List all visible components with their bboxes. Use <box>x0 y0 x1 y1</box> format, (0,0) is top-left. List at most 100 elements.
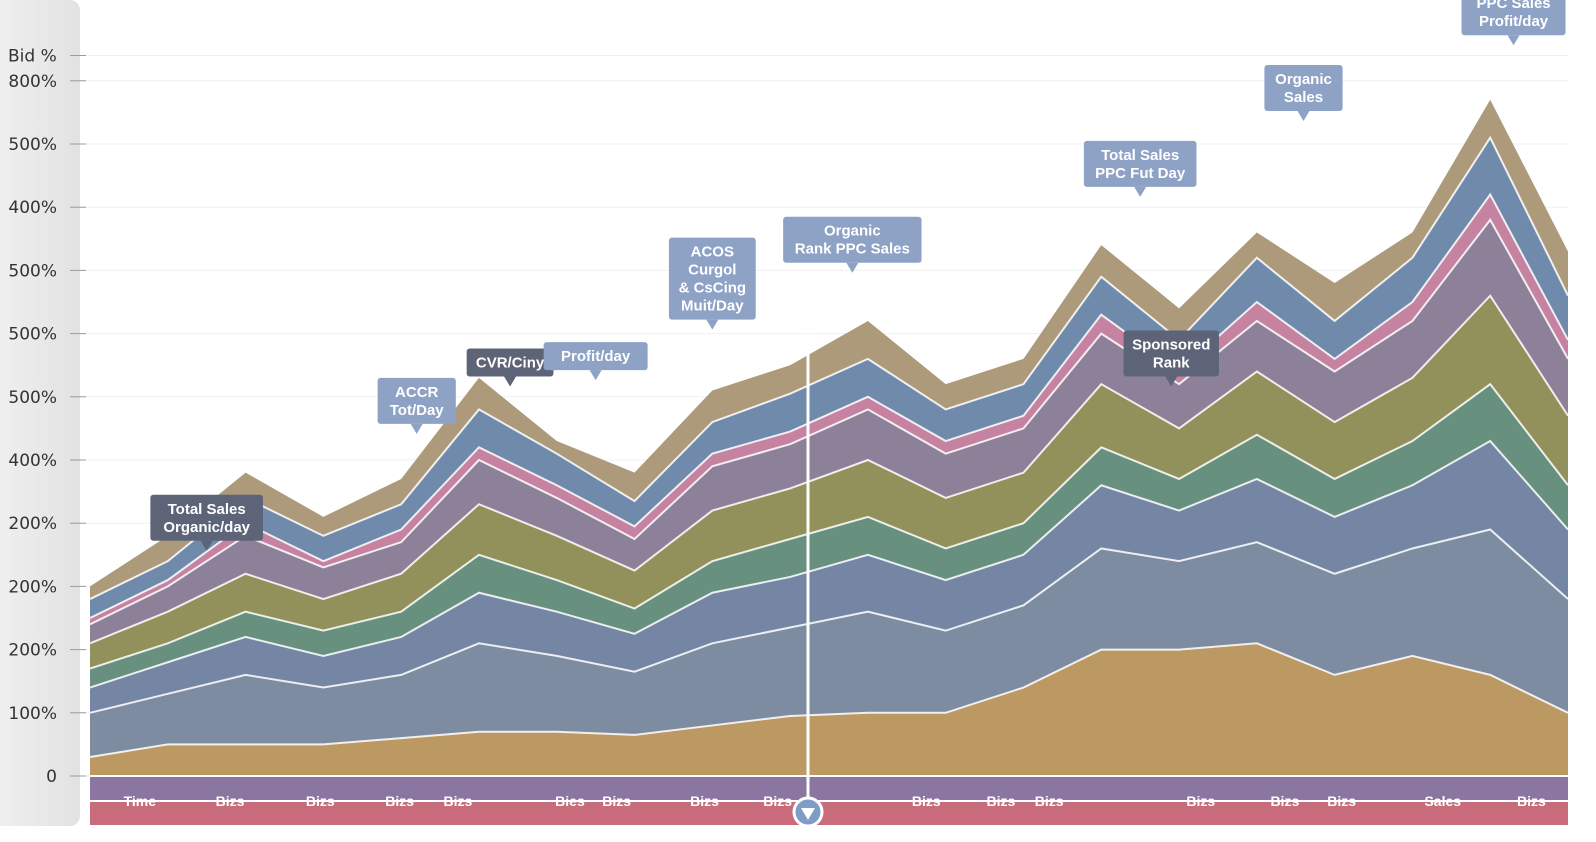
callout-pointer <box>504 376 517 387</box>
y-tick-label: 500% <box>8 388 57 408</box>
callout-pointer <box>706 319 719 330</box>
arrow-down-icon <box>800 808 815 820</box>
x-tick-label: Bizs <box>385 793 414 809</box>
callout-box <box>783 216 922 263</box>
callout-text: Organic <box>824 223 881 240</box>
area-series-5 <box>90 219 1568 644</box>
callout-box <box>1083 140 1197 187</box>
x-tick-label: Bizs <box>987 793 1016 809</box>
area-series-4 <box>90 295 1568 669</box>
x-tick-label: Bizs <box>216 793 245 809</box>
y-tick-label: 0 <box>46 767 57 787</box>
y-tick-label: 800% <box>8 72 57 92</box>
bottom-band-purple <box>90 776 1568 801</box>
x-tick-label: Sales <box>1424 793 1461 809</box>
x-tick-label: Bizs <box>444 793 473 809</box>
callout-text: ACOS <box>691 244 734 261</box>
callout-text: Sales <box>1284 89 1323 106</box>
callout-text: Profit/day <box>561 348 631 365</box>
y-tick-label: 200% <box>8 514 57 534</box>
callout-box <box>668 237 756 320</box>
y-tick-label: 500% <box>8 135 57 155</box>
callout-box <box>466 348 554 377</box>
callout-box <box>1123 330 1219 377</box>
series-boundary-line <box>89 218 1569 626</box>
callout-text: PPC Sales <box>1476 0 1550 12</box>
y-tick-label: 500% <box>8 325 57 345</box>
x-tick-label: Bizs <box>1186 793 1215 809</box>
series-boundary-line <box>89 294 1569 645</box>
area-series-0 <box>90 643 1568 776</box>
x-tick-label: Bizs <box>306 793 335 809</box>
series-boundary-line <box>89 382 1569 670</box>
y-tick-label: 200% <box>8 577 57 597</box>
x-tick-label: Bizs <box>763 793 792 809</box>
series-boundary-line <box>89 135 1569 600</box>
y-tick-label: Bid % <box>8 47 57 67</box>
y-tick-label: 200% <box>8 641 57 661</box>
area-series-8 <box>90 99 1568 600</box>
callout-pointer <box>200 540 213 551</box>
x-tick-label: Bizs <box>690 793 719 809</box>
callout-text: & CsCing <box>679 280 747 297</box>
callout-box <box>543 342 648 371</box>
callout-box <box>377 377 456 424</box>
callout-pointer <box>1507 35 1520 46</box>
callout-pointer <box>589 370 602 381</box>
callout-box <box>150 494 263 541</box>
callout-pointer <box>410 423 423 434</box>
bottom-band-pink <box>90 801 1568 825</box>
y-tick-label: 100% <box>8 704 57 724</box>
callout-text: Tot/Day <box>390 402 445 419</box>
x-tick-label: Bies <box>555 793 585 809</box>
callout-text: Muit/Day <box>681 298 744 315</box>
annotation-callout: Profit/day <box>543 342 648 381</box>
area-series-3 <box>90 384 1568 688</box>
callout-text: ACCR <box>395 384 438 401</box>
annotation-callout: CVR/Ciny <box>466 348 554 387</box>
series-boundary-line <box>89 439 1569 689</box>
callout-text: CVR/Ciny <box>476 354 545 371</box>
callout-pointer <box>1297 111 1310 122</box>
callout-text: Rank PPC Sales <box>795 241 910 258</box>
area-series-7 <box>90 137 1568 618</box>
y-tick-label: 400% <box>8 451 57 471</box>
x-tick-label: Bizs <box>1517 793 1546 809</box>
x-tick-label: Time <box>124 793 157 809</box>
y-tick-label: 400% <box>8 198 57 218</box>
callout-box <box>1264 65 1343 112</box>
x-tick-label: Bizs <box>1327 793 1356 809</box>
callout-text: PPC Fut Day <box>1095 165 1186 182</box>
area-series-1 <box>90 529 1568 758</box>
callout-pointer <box>1165 376 1178 387</box>
x-tick-label: Bizs <box>602 793 631 809</box>
callout-text: Curgol <box>688 262 736 279</box>
callout-pointer <box>1134 186 1147 197</box>
callout-text: Total Sales <box>1101 147 1179 164</box>
x-tick-label: Bizs <box>912 793 941 809</box>
marker-handle-icon[interactable] <box>792 796 824 828</box>
series-boundary-line <box>89 642 1569 759</box>
y-axis-panel <box>0 0 80 826</box>
callout-text: Organic/day <box>163 519 250 536</box>
series-boundary-line <box>89 192 1569 619</box>
callout-text: Profit/day <box>1479 13 1549 30</box>
callout-box <box>1461 0 1566 36</box>
series-boundary-line <box>89 528 1569 714</box>
x-tick-label: Bizs <box>1035 793 1064 809</box>
callout-text: Organic <box>1275 71 1332 88</box>
callout-text: Total Sales <box>168 501 246 518</box>
callout-text: Rank <box>1153 354 1190 371</box>
y-tick-label: 500% <box>8 261 57 281</box>
area-series-2 <box>90 441 1568 713</box>
callout-pointer <box>846 262 859 273</box>
